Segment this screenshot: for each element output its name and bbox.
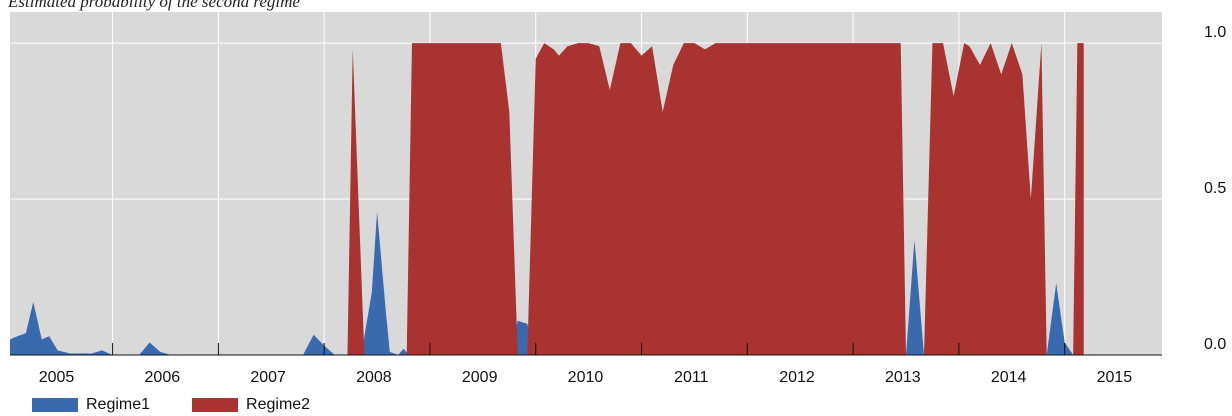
legend-swatch-regime1 (32, 398, 78, 412)
x-tick-label: 2009 (462, 369, 498, 386)
legend-label-regime1: Regime1 (86, 396, 151, 413)
x-tick-label: 2015 (1097, 369, 1133, 386)
y-tick-label: 1.0 (1204, 24, 1226, 41)
y-tick-label: 0.5 (1204, 180, 1226, 197)
legend-item-regime2: Regime2 (192, 396, 310, 414)
chart-title: Estimated probability of the second regi… (8, 0, 300, 11)
x-axis-ticks: 2005 2006 2007 2008 2009 2010 2011 2012 2013 2014… (39, 343, 1133, 386)
legend-item-regime1: Regime1 (32, 396, 150, 414)
x-tick-label: 2007 (250, 369, 286, 386)
y-tick-label: 0.0 (1204, 336, 1226, 353)
x-tick-label: 2011 (674, 369, 709, 386)
x-tick-label: 2013 (885, 369, 921, 386)
x-tick-label: 2012 (779, 369, 815, 386)
area-series (10, 43, 1084, 355)
x-tick-label: 2005 (39, 369, 75, 386)
x-tick-label: 2006 (145, 369, 181, 386)
x-tick-label: 2014 (991, 369, 1027, 386)
x-tick-label: 2010 (568, 369, 604, 386)
legend: Regime1 Regime2 (32, 394, 352, 416)
area-regime2 (10, 43, 1084, 355)
legend-label-regime2: Regime2 (246, 396, 311, 413)
x-tick-label: 2008 (356, 369, 392, 386)
y-axis-ticks: 0.0 0.5 1.0 (1204, 24, 1226, 353)
legend-swatch-regime2 (192, 398, 239, 412)
